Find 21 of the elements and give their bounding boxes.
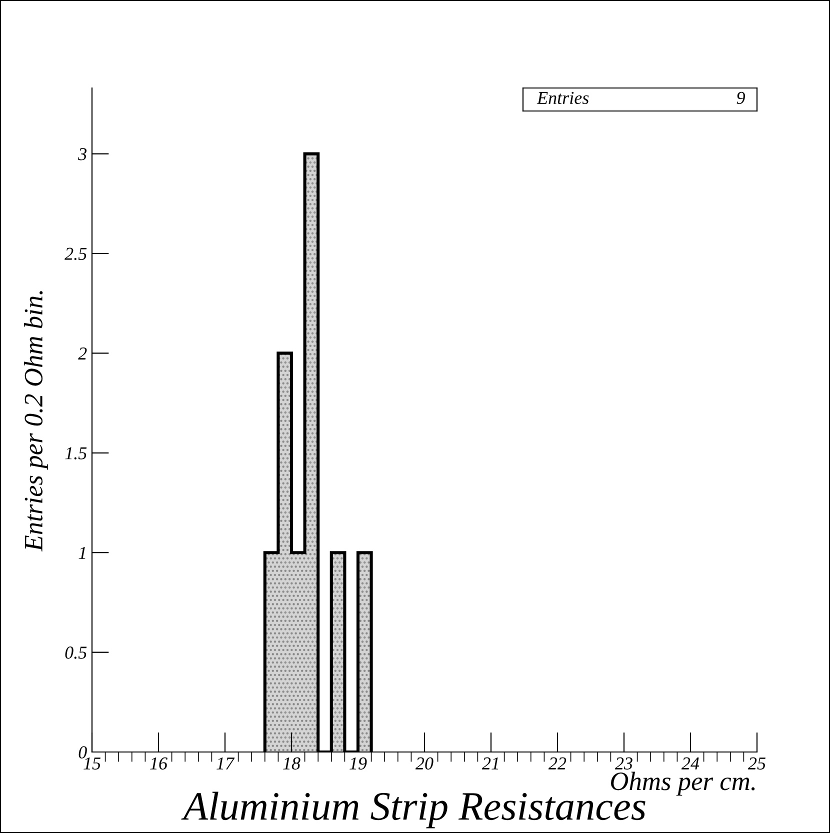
y-tick-label: 2 — [78, 348, 87, 360]
y-tick-label: 2.5 — [64, 248, 87, 260]
y-tick-label: 1.5 — [65, 447, 87, 460]
x-tick-label: 16 — [150, 757, 168, 770]
y-axis-title: Entries per 0.2 Ohm bin. — [24, 291, 48, 552]
x-tick-label: 20 — [415, 757, 434, 770]
x-tick-label: 22 — [548, 757, 566, 770]
y-tick-label: 3 — [78, 148, 87, 160]
annotation: 9 — [736, 92, 746, 104]
x-tick-label: 19 — [350, 757, 367, 770]
y-tick-label: 0.5 — [65, 646, 87, 659]
x-tick-label: 15 — [84, 757, 100, 770]
x-tick-label: 18 — [283, 757, 300, 770]
x-tick-label: 25 — [748, 757, 766, 770]
x-tick-label: 21 — [482, 757, 498, 770]
x-tick-label: 24 — [681, 757, 700, 770]
x-tick-label: 17 — [216, 757, 235, 770]
x-tick-label: 23 — [614, 757, 632, 770]
annotation: Entries — [536, 92, 589, 104]
y-tick-label: 0 — [78, 746, 87, 758]
y-tick-label: 1 — [78, 546, 86, 559]
